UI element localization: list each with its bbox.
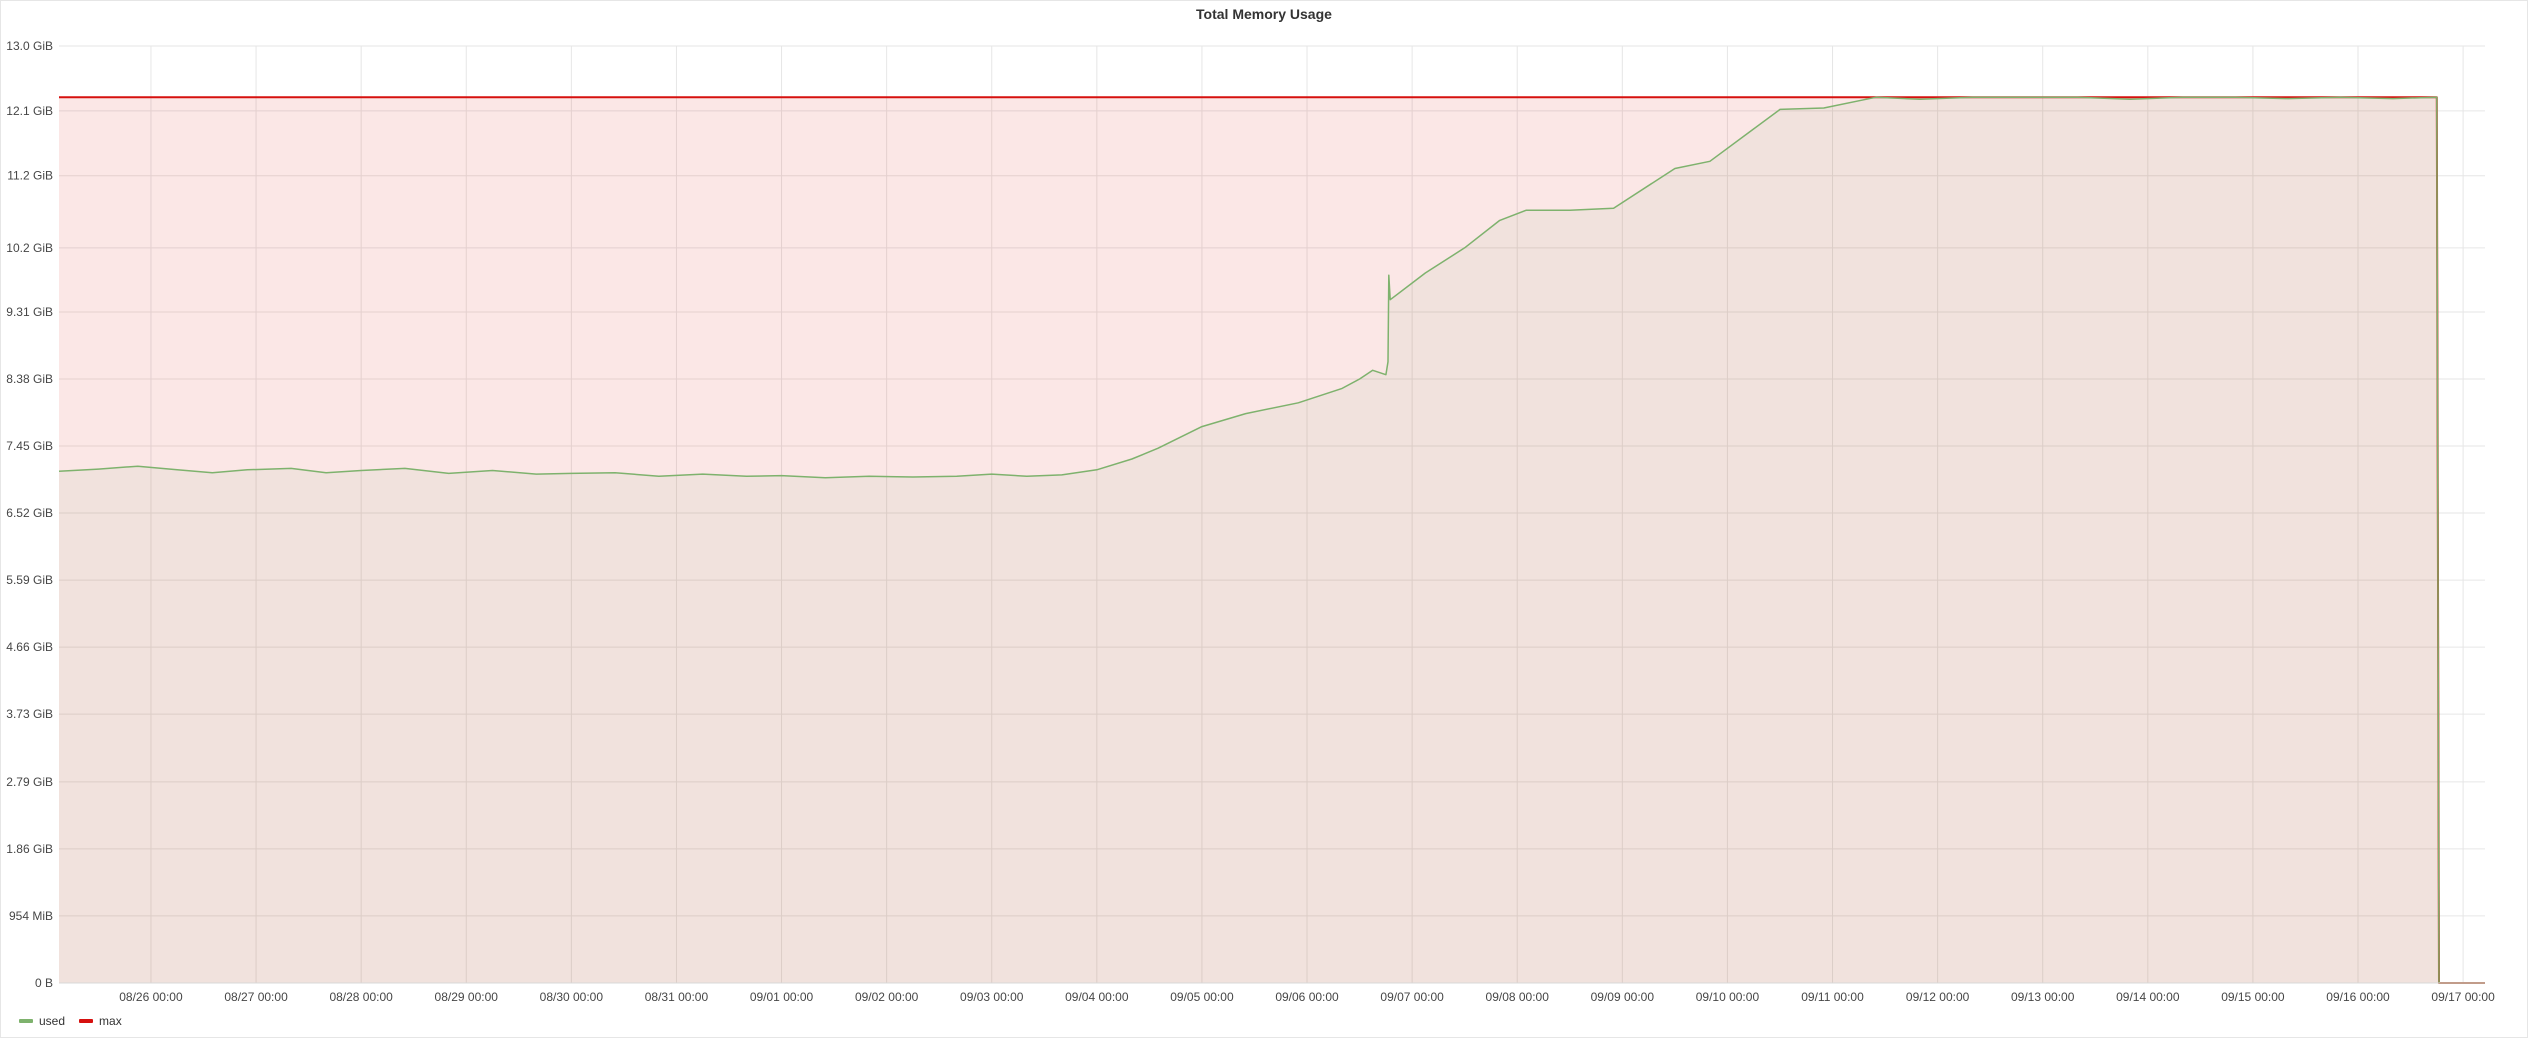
legend-label-max: max (99, 1014, 122, 1028)
x-tick-label: 09/12 00:00 (1906, 990, 1970, 1004)
y-tick-label: 8.38 GiB (6, 372, 53, 386)
x-tick-label: 09/11 00:00 (1801, 990, 1864, 1004)
y-tick-label: 954 MiB (9, 909, 53, 923)
x-tick-label: 09/04 00:00 (1065, 990, 1129, 1004)
legend-item-max[interactable]: max (79, 1014, 122, 1028)
y-tick-label: 4.66 GiB (6, 640, 53, 654)
series-area-max (59, 97, 2485, 983)
y-tick-label: 11.2 GiB (7, 169, 53, 183)
y-tick-label: 9.31 GiB (6, 305, 53, 319)
legend-swatch-max (79, 1019, 94, 1023)
legend-swatch-used (19, 1019, 33, 1023)
y-tick-label: 12.1 GiB (6, 104, 53, 118)
x-tick-label: 09/14 00:00 (2116, 990, 2180, 1004)
x-tick-label: 08/26 00:00 (119, 990, 183, 1004)
x-tick-label: 09/07 00:00 (1380, 990, 1444, 1004)
legend-label-used: used (39, 1014, 66, 1028)
x-tick-label: 08/29 00:00 (435, 990, 499, 1004)
series-line-used (58, 96, 2485, 984)
x-tick-label: 09/02 00:00 (855, 990, 919, 1004)
y-tick-label: 1.86 GiB (6, 842, 53, 856)
y-tick-label: 3.73 GiB (6, 707, 53, 721)
y-tick-label: 6.52 GiB (6, 506, 53, 520)
y-tick-label: 0 B (35, 976, 53, 990)
x-tick-label: 09/06 00:00 (1275, 990, 1339, 1004)
legend-item-used[interactable]: used (19, 1014, 65, 1028)
x-tick-label: 08/28 00:00 (329, 990, 393, 1004)
series-area-used (59, 97, 2485, 983)
x-tick-label: 09/01 00:00 (750, 990, 814, 1004)
panel-title[interactable]: Total Memory Usage (1196, 6, 1332, 22)
x-tick-label: 09/17 00:00 (2431, 990, 2495, 1004)
y-tick-label: 7.45 GiB (6, 439, 53, 453)
y-tick-label: 10.2 GiB (6, 241, 53, 255)
x-tick-label: 08/31 00:00 (645, 990, 709, 1004)
x-tick-label: 09/09 00:00 (1591, 990, 1655, 1004)
x-tick-label: 08/30 00:00 (540, 990, 604, 1004)
x-tick-label: 09/10 00:00 (1696, 990, 1760, 1004)
x-tick-label: 08/27 00:00 (224, 990, 288, 1004)
x-tick-label: 09/15 00:00 (2221, 990, 2285, 1004)
y-tick-label: 2.79 GiB (6, 775, 53, 789)
x-tick-label: 09/03 00:00 (960, 990, 1024, 1004)
x-tick-label: 09/05 00:00 (1170, 990, 1234, 1004)
x-tick-label: 09/08 00:00 (1486, 990, 1550, 1004)
legend: used max (19, 1014, 122, 1028)
x-tick-label: 09/13 00:00 (2011, 990, 2075, 1004)
y-tick-label: 5.59 GiB (6, 573, 53, 587)
y-tick-label: 13.0 GiB (6, 39, 53, 53)
x-tick-label: 09/16 00:00 (2326, 990, 2390, 1004)
